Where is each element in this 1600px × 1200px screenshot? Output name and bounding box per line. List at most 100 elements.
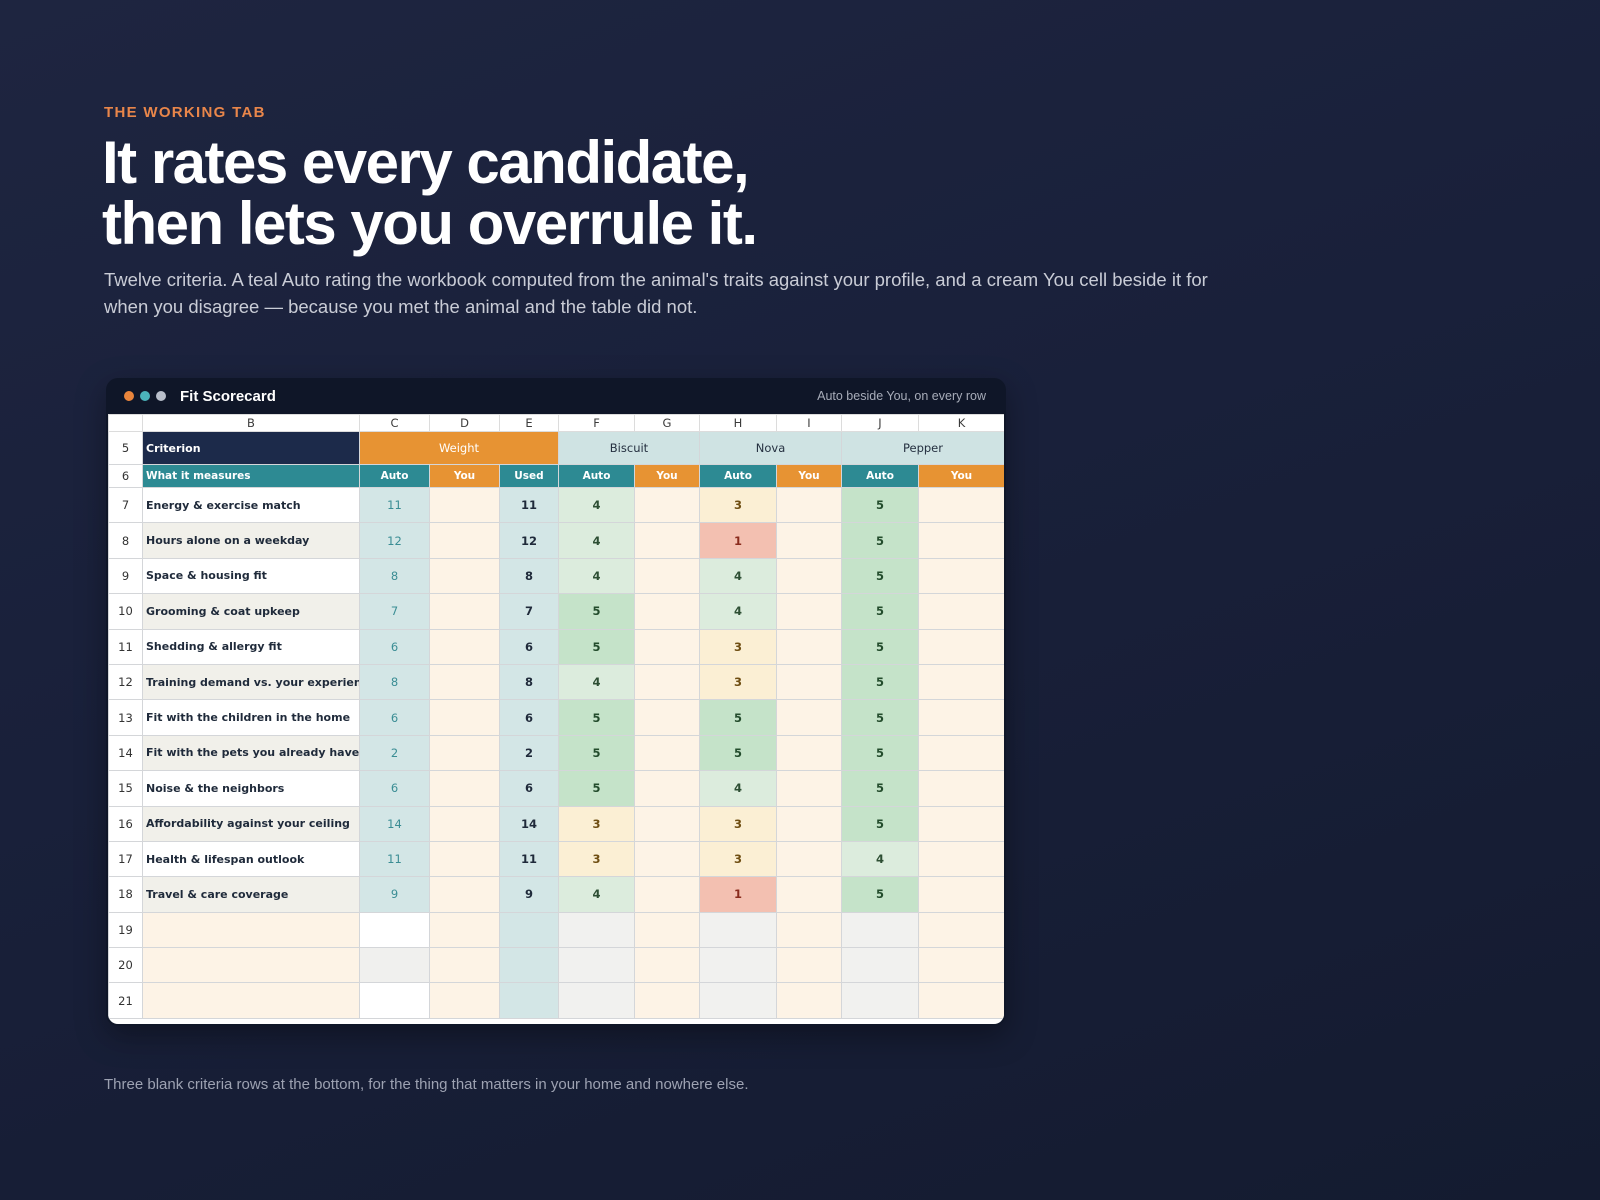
weight-you-cell[interactable] [429,770,500,807]
score-you-cell[interactable] [776,770,842,807]
window-dot-orange-icon[interactable] [124,391,134,401]
score-you-cell[interactable] [918,770,1004,807]
candidate-auto-header[interactable]: Auto [558,464,635,488]
row-number[interactable]: 21 [108,982,143,1019]
weight-auto-cell[interactable] [359,982,430,1019]
score-auto-cell[interactable]: 5 [558,734,635,772]
weight-auto-cell[interactable]: 6 [359,628,430,665]
score-you-cell[interactable] [776,734,842,772]
candidate-header-nova[interactable]: Nova [699,431,842,465]
weight-used-cell[interactable]: 6 [499,770,559,807]
score-you-cell[interactable] [918,876,1004,913]
score-you-cell[interactable] [634,911,700,949]
blank-criterion-cell[interactable] [142,911,360,949]
criterion-label[interactable]: Energy & exercise match [142,486,360,524]
score-auto-cell[interactable]: 5 [841,628,919,665]
score-auto-cell[interactable]: 1 [699,876,777,913]
score-auto-cell[interactable]: 4 [558,486,635,524]
weight-you-cell[interactable] [429,593,500,630]
score-auto-cell[interactable] [699,982,777,1019]
score-you-cell[interactable] [776,628,842,665]
column-header-G[interactable]: G [634,414,700,432]
score-you-cell[interactable] [918,840,1004,878]
row-number[interactable]: 11 [108,628,143,665]
score-you-cell[interactable] [776,699,842,736]
window-dot-grey-icon[interactable] [156,391,166,401]
candidate-auto-header[interactable]: Auto [699,464,777,488]
score-you-cell[interactable] [634,840,700,878]
score-you-cell[interactable] [776,593,842,630]
weight-auto-cell[interactable]: 6 [359,770,430,807]
score-you-cell[interactable] [634,522,700,559]
weight-auto-cell[interactable]: 12 [359,522,430,559]
score-auto-cell[interactable]: 3 [699,486,777,524]
score-you-cell[interactable] [918,522,1004,559]
score-you-cell[interactable] [776,982,842,1019]
score-auto-cell[interactable]: 3 [699,840,777,878]
weight-auto-cell[interactable]: 14 [359,805,430,842]
score-you-cell[interactable] [776,663,842,701]
weight-auto-cell[interactable]: 9 [359,876,430,913]
weight-you-header[interactable]: You [429,464,500,488]
score-auto-cell[interactable]: 4 [841,840,919,878]
score-you-cell[interactable] [776,840,842,878]
criterion-label[interactable]: Training demand vs. your experience [142,663,360,701]
score-auto-cell[interactable]: 5 [699,734,777,772]
score-auto-cell[interactable] [841,982,919,1019]
score-auto-cell[interactable]: 5 [558,628,635,665]
blank-criterion-cell[interactable] [142,982,360,1019]
score-auto-cell[interactable]: 5 [841,557,919,595]
criterion-label[interactable]: Shedding & allergy fit [142,628,360,665]
score-auto-cell[interactable]: 4 [699,557,777,595]
criterion-label[interactable]: Space & housing fit [142,557,360,595]
weight-used-cell[interactable] [499,947,559,984]
weight-you-cell[interactable] [429,947,500,984]
row-number[interactable]: 10 [108,593,143,630]
weight-you-cell[interactable] [429,486,500,524]
score-auto-cell[interactable]: 3 [558,840,635,878]
score-auto-cell[interactable]: 4 [558,522,635,559]
weight-you-cell[interactable] [429,876,500,913]
score-auto-cell[interactable]: 4 [699,770,777,807]
weight-you-cell[interactable] [429,699,500,736]
score-you-cell[interactable] [918,486,1004,524]
score-you-cell[interactable] [634,947,700,984]
weight-used-cell[interactable]: 6 [499,628,559,665]
score-auto-cell[interactable] [558,911,635,949]
weight-you-cell[interactable] [429,557,500,595]
column-header-K[interactable]: K [918,414,1004,432]
score-you-cell[interactable] [918,805,1004,842]
what-it-measures-header[interactable]: What it measures [142,464,360,488]
weight-used-cell[interactable]: 8 [499,663,559,701]
row-number[interactable]: 14 [108,734,143,772]
score-you-cell[interactable] [634,486,700,524]
score-you-cell[interactable] [918,593,1004,630]
score-you-cell[interactable] [918,557,1004,595]
weight-used-cell[interactable] [499,982,559,1019]
row-number[interactable]: 13 [108,699,143,736]
weight-used-cell[interactable]: 14 [499,805,559,842]
candidate-you-header[interactable]: You [918,464,1004,488]
row-number[interactable]: 12 [108,663,143,701]
row-number[interactable]: 9 [108,557,143,595]
weight-used-cell[interactable]: 7 [499,593,559,630]
score-you-cell[interactable] [634,628,700,665]
weight-auto-cell[interactable] [359,911,430,949]
score-you-cell[interactable] [918,734,1004,772]
weight-used-cell[interactable]: 8 [499,557,559,595]
column-header-H[interactable]: H [699,414,777,432]
score-auto-cell[interactable] [558,982,635,1019]
weight-used-cell[interactable]: 9 [499,876,559,913]
row-number[interactable]: 8 [108,522,143,559]
score-you-cell[interactable] [918,628,1004,665]
weight-auto-cell[interactable]: 2 [359,734,430,772]
score-you-cell[interactable] [776,911,842,949]
score-auto-cell[interactable]: 3 [558,805,635,842]
score-auto-cell[interactable]: 4 [558,557,635,595]
weight-you-cell[interactable] [429,982,500,1019]
weight-used-cell[interactable]: 12 [499,522,559,559]
weight-auto-cell[interactable]: 8 [359,557,430,595]
score-auto-cell[interactable]: 5 [841,734,919,772]
criterion-label[interactable]: Hours alone on a weekday [142,522,360,559]
score-auto-cell[interactable]: 5 [841,486,919,524]
